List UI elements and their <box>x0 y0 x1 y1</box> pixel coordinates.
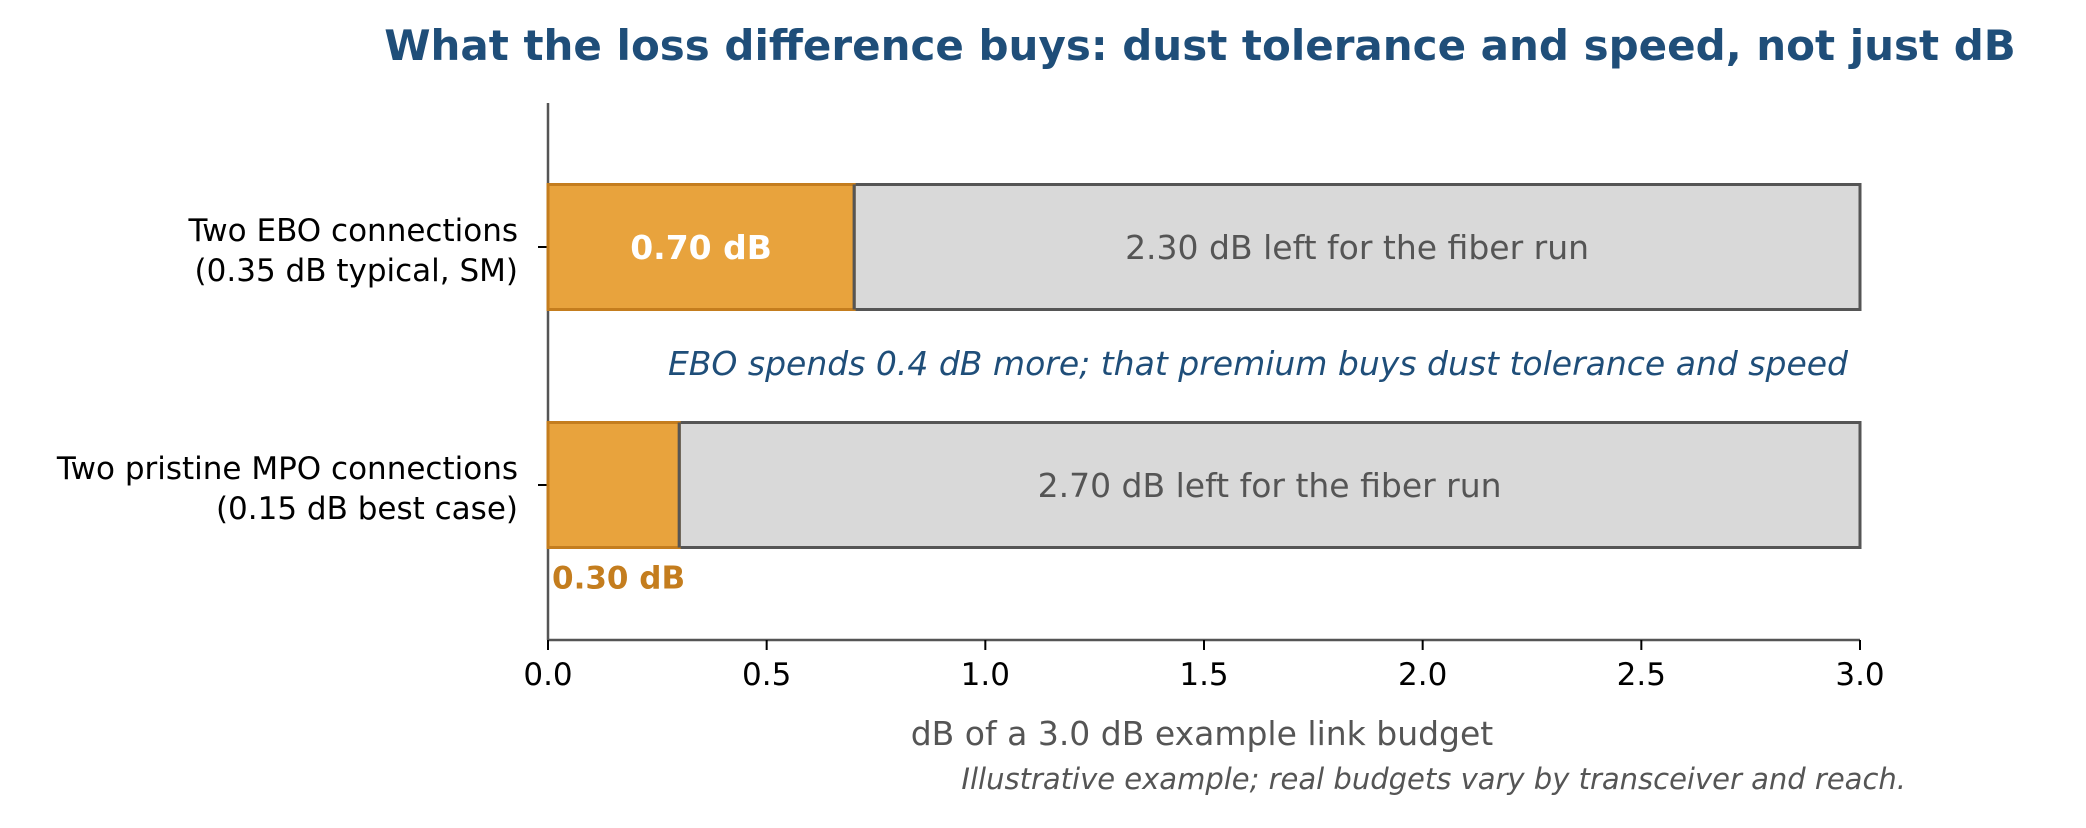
loss-label: 0.70 dB <box>630 228 772 267</box>
x-tick-label: 2.5 <box>1617 657 1666 693</box>
x-tick-label: 0.0 <box>523 657 572 693</box>
category-label: Two EBO connections (0.35 dB typical, SM) <box>188 213 519 289</box>
plot-area: 0.0 0.5 1.0 1.5 2.0 2.5 3.0 Two EBO connections… <box>56 103 1885 693</box>
remaining-bar <box>852 183 1862 311</box>
chart-title: What the loss difference buys: dust tole… <box>384 21 2016 70</box>
footnote: Illustrative example; real budgets vary … <box>961 762 1906 796</box>
x-tick-label: 1.0 <box>961 657 1010 693</box>
x-tick-label: 0.5 <box>742 657 791 693</box>
category-label: Two pristine MPO connections (0.15 dB bes… <box>56 451 518 527</box>
x-tick-label: 3.0 <box>1835 657 1884 693</box>
x-tick-label: 2.0 <box>1398 657 1447 693</box>
loss-bar <box>546 421 681 549</box>
remaining-bar <box>677 421 1862 549</box>
loss-label: 0.30 dB <box>552 561 685 597</box>
loss-bar <box>546 183 856 311</box>
remaining-label: 2.70 dB left for the fiber run <box>1038 466 1502 505</box>
x-tick-label: 1.5 <box>1179 657 1228 693</box>
remaining-label: 2.30 dB left for the fiber run <box>1125 228 1589 267</box>
x-axis-title: dB of a 3.0 dB example link budget <box>911 714 1494 753</box>
annotation: EBO spends 0.4 dB more; that premium buy… <box>668 344 1849 383</box>
